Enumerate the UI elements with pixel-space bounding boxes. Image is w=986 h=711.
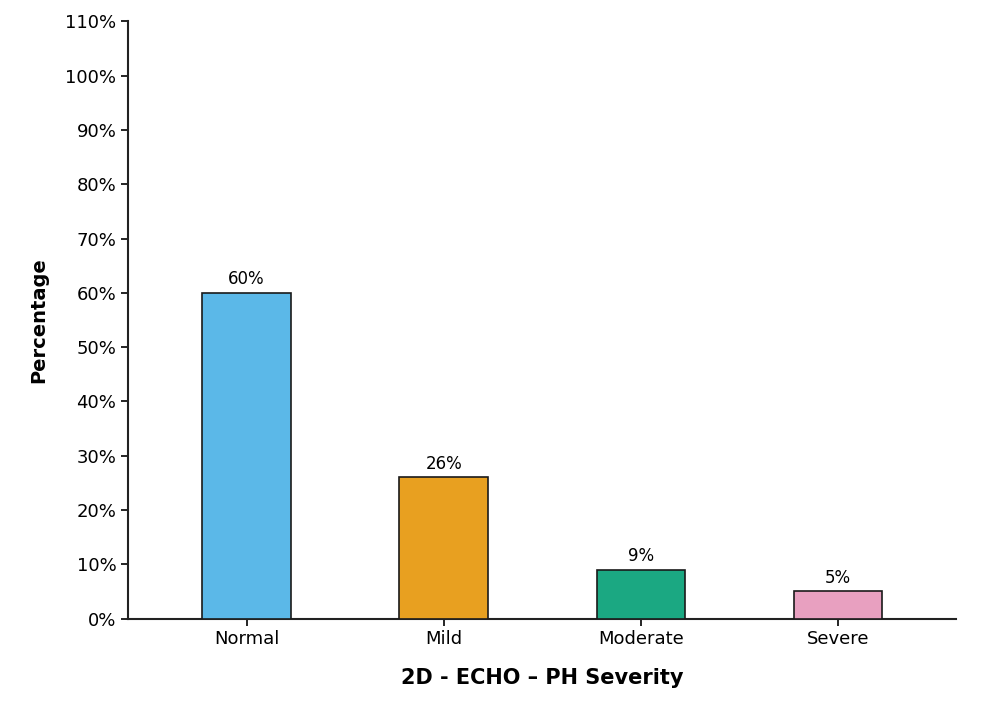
Y-axis label: Percentage: Percentage [30, 257, 48, 383]
Text: 26%: 26% [425, 455, 462, 473]
Bar [597, 570, 685, 619]
Bar [794, 592, 882, 619]
Bar [202, 293, 291, 619]
Text: 9%: 9% [628, 547, 654, 565]
X-axis label: 2D - ECHO – PH Severity: 2D - ECHO – PH Severity [401, 668, 683, 688]
Text: 5%: 5% [825, 569, 851, 587]
Text: 60%: 60% [228, 270, 265, 289]
Bar [399, 477, 488, 619]
